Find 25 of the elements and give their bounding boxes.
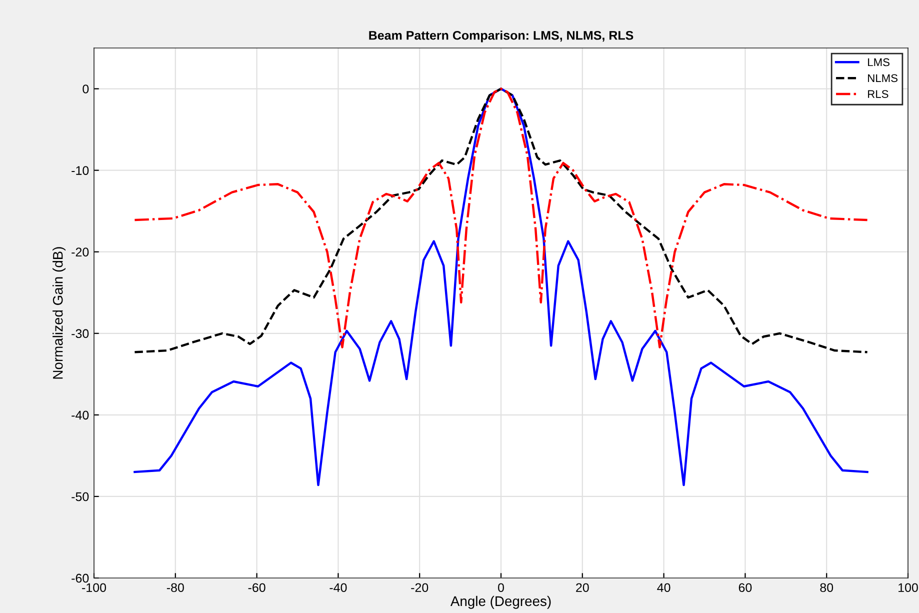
- x-tick-label: -100: [82, 583, 106, 592]
- legend-label: RLS: [868, 90, 888, 98]
- x-tick-label: 20: [576, 583, 589, 592]
- y-tick-label: -60: [72, 574, 89, 583]
- y-tick-label: -50: [72, 492, 89, 502]
- x-tick-label: 40: [657, 583, 670, 592]
- x-tick-label: -60: [248, 583, 266, 592]
- y-axis-title: Normalized Gain (dB): [52, 247, 66, 379]
- x-tick-label: -80: [166, 583, 184, 592]
- chart-title: Beam Pattern Comparison: LMS, NLMS, RLS: [369, 30, 634, 42]
- legend-label: NLMS: [868, 74, 898, 82]
- x-tick-label: 60: [738, 583, 752, 592]
- x-tick-label: 0: [498, 583, 504, 592]
- y-tick-label: -40: [72, 410, 89, 420]
- y-tick-label: -20: [72, 248, 89, 256]
- x-axis-title: Angle (Degrees): [450, 596, 551, 609]
- x-tick-label: -40: [330, 583, 347, 592]
- y-tick-label: 0: [82, 84, 89, 94]
- y-tick-label: -10: [72, 166, 89, 175]
- y-tick-label: -30: [72, 329, 89, 338]
- legend-label: LMS: [868, 58, 890, 66]
- x-tick-label: 100: [898, 583, 918, 592]
- line-series: [134, 88, 868, 486]
- x-tick-label: -20: [411, 583, 428, 592]
- x-tick-label: 80: [820, 583, 834, 592]
